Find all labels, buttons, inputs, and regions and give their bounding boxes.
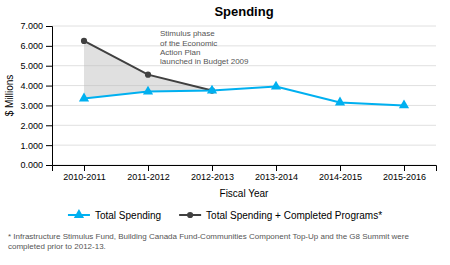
tick: 4.000 xyxy=(20,81,52,91)
tick-label: 2013-2014 xyxy=(255,172,298,182)
tick-label: 2015-2016 xyxy=(383,172,426,182)
tick-mark xyxy=(84,165,85,171)
tick: 2010-2011 xyxy=(63,165,105,182)
x-axis: 2010-2011 2011-2012 2012-2013 2013-2014 2014… xyxy=(53,165,437,182)
y-axis-title: $ Millions xyxy=(4,75,15,117)
tick-mark xyxy=(46,66,52,67)
legend-item: Total Spending xyxy=(68,209,161,220)
tick-label: 7.000 xyxy=(20,21,43,31)
tick-label: 2010-2011 xyxy=(63,172,105,182)
chart: Spending 2010-2011 2011-2012 2012-2013 2013-… xyxy=(0,0,450,265)
tick-mark xyxy=(46,125,52,126)
grid-line xyxy=(52,125,436,126)
y-axis: 0.000 1.000 2.000 3.000 4.000 5.000 6.000 7.000 xyxy=(20,21,52,170)
tick: 3.000 xyxy=(20,101,52,111)
tick: 1.000 xyxy=(20,141,52,151)
marker xyxy=(81,38,87,44)
tick-mark xyxy=(212,165,213,171)
tick-mark xyxy=(148,165,149,171)
tick-label: 3.000 xyxy=(20,101,43,111)
title: Spending xyxy=(214,4,273,19)
footnote: * Infrastructure Stimulus Fund, Building… xyxy=(8,232,411,251)
axis-line xyxy=(46,27,53,166)
tick-mark xyxy=(46,145,52,146)
annotation: Stimulus phaseof the EconomicAction Plan… xyxy=(160,29,249,66)
marker xyxy=(207,85,217,94)
tick: 2.000 xyxy=(20,121,52,131)
tick-mark xyxy=(46,86,52,87)
marker xyxy=(335,97,345,106)
tick-mark xyxy=(46,46,52,47)
marker xyxy=(399,100,409,109)
marker xyxy=(79,93,89,102)
grid-line xyxy=(52,145,436,146)
tick: 0.000 xyxy=(20,160,52,170)
tick: 7.000 xyxy=(20,21,52,31)
plot-area xyxy=(79,38,409,109)
legend-marker xyxy=(74,209,84,218)
tick-mark xyxy=(404,165,405,171)
tick-label: 2.000 xyxy=(20,121,43,131)
legend-marker xyxy=(187,212,193,218)
grid-line xyxy=(52,45,436,46)
tick-label: 6.000 xyxy=(20,41,43,51)
legend-item: Total Spending + Completed Programs* xyxy=(179,210,382,221)
legend-label: Total Spending + Completed Programs* xyxy=(206,210,382,221)
tick-mark xyxy=(46,105,52,106)
axis-line xyxy=(53,166,437,172)
tick-label: 4.000 xyxy=(20,81,43,91)
tick: 2012-2013 xyxy=(191,165,234,182)
tick-mark xyxy=(46,165,52,166)
tick-label: 2011-2012 xyxy=(127,172,169,182)
tick: 2011-2012 xyxy=(127,165,169,182)
tick-label: 0.000 xyxy=(20,160,43,170)
x-axis-title: Fiscal Year xyxy=(220,188,270,199)
legend: Total Spending Total Spending + Completed… xyxy=(68,209,382,220)
line xyxy=(84,87,404,106)
tick-label: 5.000 xyxy=(20,61,43,71)
grid-line xyxy=(52,26,436,27)
tick-mark xyxy=(46,26,52,27)
tick: 2015-2016 xyxy=(383,165,426,182)
tick-label: 2012-2013 xyxy=(191,172,234,182)
tick-label: 2014-2015 xyxy=(319,172,362,182)
grid xyxy=(52,26,436,165)
tick: 5.000 xyxy=(20,61,52,71)
series xyxy=(79,81,409,109)
marker xyxy=(271,81,281,90)
marker xyxy=(145,72,151,78)
tick-mark xyxy=(276,165,277,171)
tick-label: 1.000 xyxy=(20,141,43,151)
tick-mark xyxy=(340,165,341,171)
marker xyxy=(143,86,153,95)
legend-label: Total Spending xyxy=(95,210,161,221)
tick: 2014-2015 xyxy=(319,165,362,182)
tick: 6.000 xyxy=(20,41,52,51)
tick: 2013-2014 xyxy=(255,165,298,182)
